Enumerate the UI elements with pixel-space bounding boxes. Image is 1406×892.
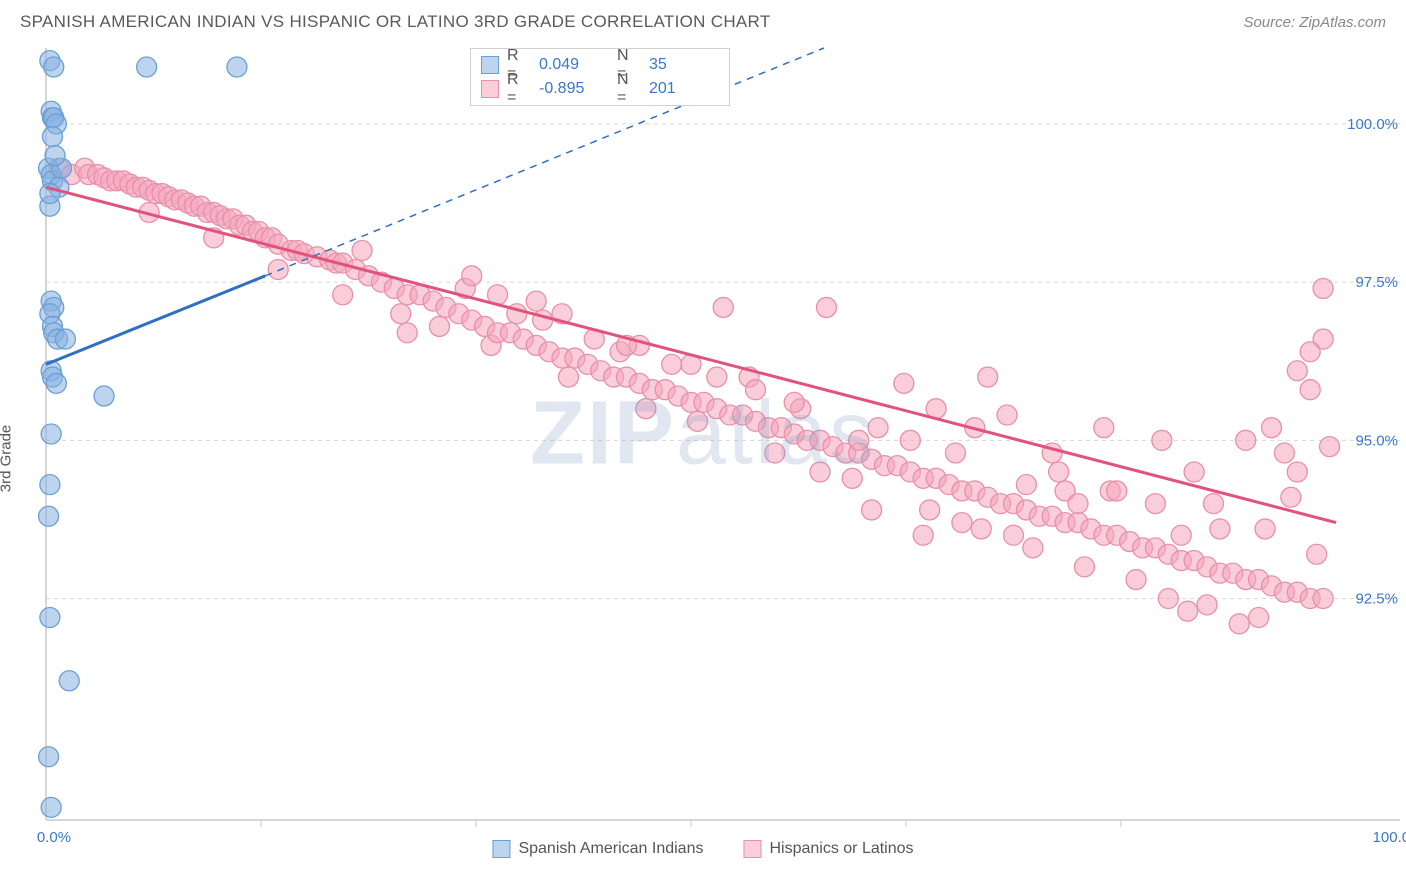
legend-bottom-item: Hispanics or Latinos [743, 840, 913, 858]
chart-area: 3rd Grade 92.5% 95.0% 97.5% 100.0% 0.0% 100.0… [0, 40, 1406, 860]
correlation-legend: R =0.049N =35R =-0.895N =201 [470, 48, 730, 106]
legend-swatch [481, 80, 499, 98]
legend-bottom-item: Spanish American Indians [492, 840, 703, 858]
chart-title: SPANISH AMERICAN INDIAN VS HISPANIC OR L… [20, 12, 771, 32]
svg-text:97.5%: 97.5% [1355, 274, 1398, 291]
legend-label: Hispanics or Latinos [769, 840, 913, 858]
scatter-chart: 92.5% 95.0% 97.5% 100.0% 0.0% 100.0% [0, 40, 1406, 860]
y-axis-label: 3rd Grade [0, 425, 15, 493]
legend-top-row: R =-0.895N =201 [481, 77, 719, 101]
svg-text:0.0%: 0.0% [37, 829, 71, 846]
svg-text:92.5%: 92.5% [1355, 591, 1398, 608]
legend-swatch [481, 56, 499, 74]
legend-swatch [743, 840, 761, 858]
svg-text:100.0%: 100.0% [1347, 116, 1398, 133]
chart-header: SPANISH AMERICAN INDIAN VS HISPANIC OR L… [0, 0, 1406, 40]
svg-text:95.0%: 95.0% [1355, 432, 1398, 449]
legend-swatch [492, 840, 510, 858]
legend-label: Spanish American Indians [518, 840, 703, 858]
chart-source: Source: ZipAtlas.com [1243, 14, 1386, 31]
svg-text:100.0%: 100.0% [1373, 829, 1406, 846]
series-legend: Spanish American Indians Hispanics or Lat… [492, 840, 913, 858]
